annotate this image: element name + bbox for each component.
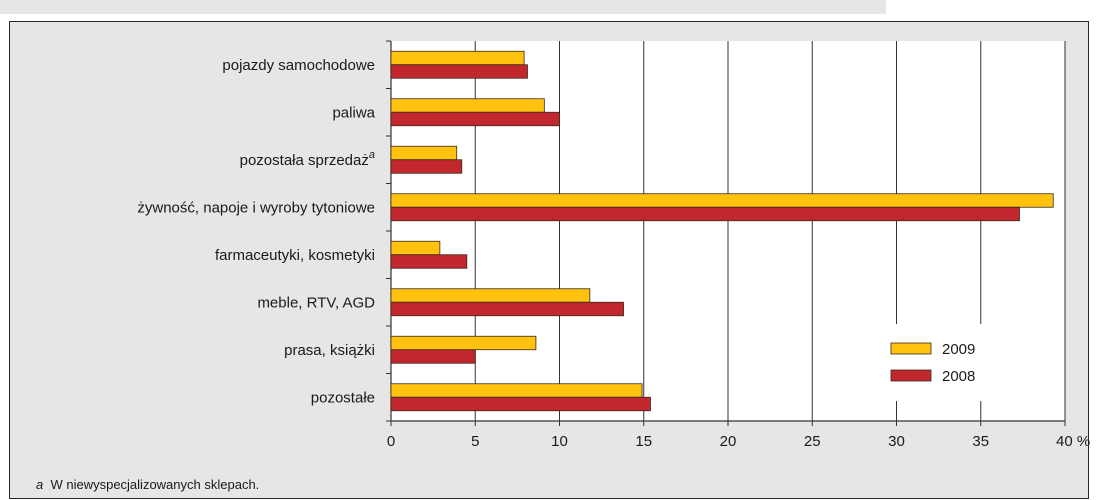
bar-2009 <box>390 383 643 398</box>
bar-2009 <box>390 145 458 161</box>
bar-2009 <box>390 240 441 256</box>
legend-box <box>877 324 1022 401</box>
bar-2008 <box>390 349 476 364</box>
x-tick-label: 10 <box>551 433 568 450</box>
bar-2009 <box>390 50 525 66</box>
category-label: prasa, książki <box>284 342 375 359</box>
bar-2008 <box>390 111 560 127</box>
x-tick-label: 40 % <box>1056 433 1090 450</box>
category-label: pozostałe <box>311 389 375 406</box>
category-label: pojazdy samochodowe <box>222 57 375 74</box>
footnote-text: W niewyspecjalizowanych sklepach. <box>50 477 260 492</box>
legend-swatch-2008 <box>890 369 932 382</box>
footnote: a W niewyspecjalizowanych sklepach. <box>36 477 259 492</box>
bar-2008 <box>390 396 651 412</box>
x-tick-label: 35 <box>972 433 989 450</box>
category-label: żywność, napoje i wyroby tytoniowe <box>137 199 375 216</box>
category-label: farmaceutyki, kosmetyki <box>215 247 375 264</box>
bar-2009 <box>390 288 591 303</box>
legend-swatch-2009 <box>890 342 932 355</box>
x-tick-label: 0 <box>387 433 395 450</box>
top-band <box>0 0 886 14</box>
footnote-mark: a <box>36 477 44 492</box>
x-tick-label: 20 <box>720 433 737 450</box>
x-tick-label: 30 <box>888 433 905 450</box>
x-tick-label: 5 <box>471 433 479 450</box>
x-tick-label: 15 <box>635 433 652 450</box>
bar-2009 <box>390 98 545 113</box>
category-label: paliwa <box>332 104 375 121</box>
category-label: pozostała sprzedaża <box>240 149 375 169</box>
bar-2008 <box>390 206 1020 222</box>
bar-2009 <box>390 193 1054 208</box>
bar-2008 <box>390 254 468 269</box>
bar-2009 <box>390 335 537 351</box>
bar-2008 <box>390 159 463 174</box>
legend-label-2008: 2008 <box>942 368 975 385</box>
x-tick-label: 25 <box>804 433 821 450</box>
bar-2008 <box>390 301 624 317</box>
category-footnote-mark: a <box>369 149 375 161</box>
legend-label-2009: 2009 <box>942 341 975 358</box>
bar-2008 <box>390 64 528 79</box>
category-label: meble, RTV, AGD <box>257 294 375 311</box>
